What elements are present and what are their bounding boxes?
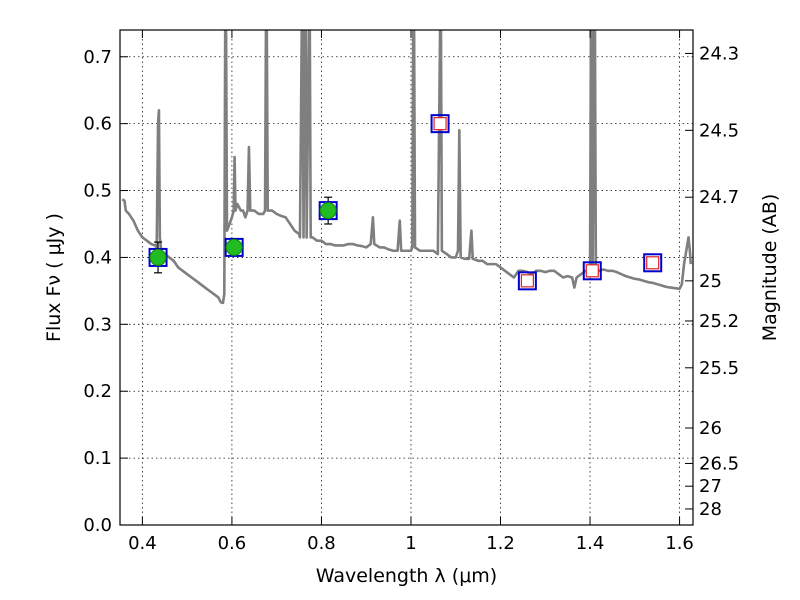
right-tick-label: 28 [699, 499, 722, 520]
model-point [643, 253, 663, 273]
right-tick-label: 24.5 [699, 120, 739, 141]
model-outer-square [582, 261, 602, 281]
ticks: 0.4 0.6 0.8 1 1.2 1.4 1.6 0.0 0.1 0.2 0.3 0.4 0.5 0.6… [83, 30, 739, 554]
right-tick-label: 24.3 [699, 43, 739, 64]
y-tick-label: 0.4 [83, 247, 112, 268]
x-tick-label: 1.6 [665, 533, 694, 554]
measured-point [318, 196, 338, 225]
y-tick-label: 0.0 [83, 515, 112, 536]
y-tick-label: 0.1 [83, 448, 112, 469]
model-outer-square [643, 253, 663, 273]
right-tick-label: 27 [699, 476, 722, 497]
model-inner-square [646, 256, 660, 270]
x-tick-label: 0.4 [128, 533, 157, 554]
model-outer-square [517, 271, 537, 291]
y-tick-label: 0.2 [83, 381, 112, 402]
y-tick-label: 0.3 [83, 314, 112, 335]
x-tick-label: 1.2 [486, 533, 515, 554]
y-tick-label: 0.5 [83, 181, 112, 202]
x-tick-label: 0.8 [307, 533, 336, 554]
x-tick-label: 1 [405, 533, 416, 554]
model-inner-square [433, 117, 447, 131]
right-axis-label: Magnitude (AB) [759, 194, 781, 342]
measured-circle [225, 238, 243, 256]
right-tick-label: 26.5 [699, 453, 739, 474]
right-tick-label: 25 [699, 271, 722, 292]
measured-point [224, 237, 244, 257]
right-tick-label: 25.5 [699, 358, 739, 379]
right-tick-label: 26 [699, 418, 722, 439]
model-point [582, 261, 602, 281]
grid [120, 30, 693, 526]
y-tick-label: 0.6 [83, 114, 112, 135]
model-point [517, 271, 537, 291]
sed-model-line [121, 30, 693, 305]
measured-circle [149, 248, 167, 266]
measured-circle [319, 202, 337, 220]
right-tick-label: 24.7 [699, 187, 739, 208]
series-layer [121, 30, 693, 305]
model-inner-square [585, 264, 599, 278]
model-inner-square [520, 274, 534, 288]
x-tick-label: 0.6 [218, 533, 247, 554]
measured-point [148, 241, 168, 274]
right-tick-label: 25.2 [699, 311, 739, 332]
x-tick-label: 1.4 [576, 533, 605, 554]
plot-frame [119, 29, 694, 526]
model-outer-square [430, 114, 450, 134]
model-point [430, 114, 450, 134]
marker-layer [148, 114, 663, 291]
y-tick-label: 0.7 [83, 47, 112, 68]
x-axis-label: Wavelength λ (μm) [316, 565, 497, 587]
y-axis-label: Flux Fν ( μJy ) [43, 213, 65, 342]
